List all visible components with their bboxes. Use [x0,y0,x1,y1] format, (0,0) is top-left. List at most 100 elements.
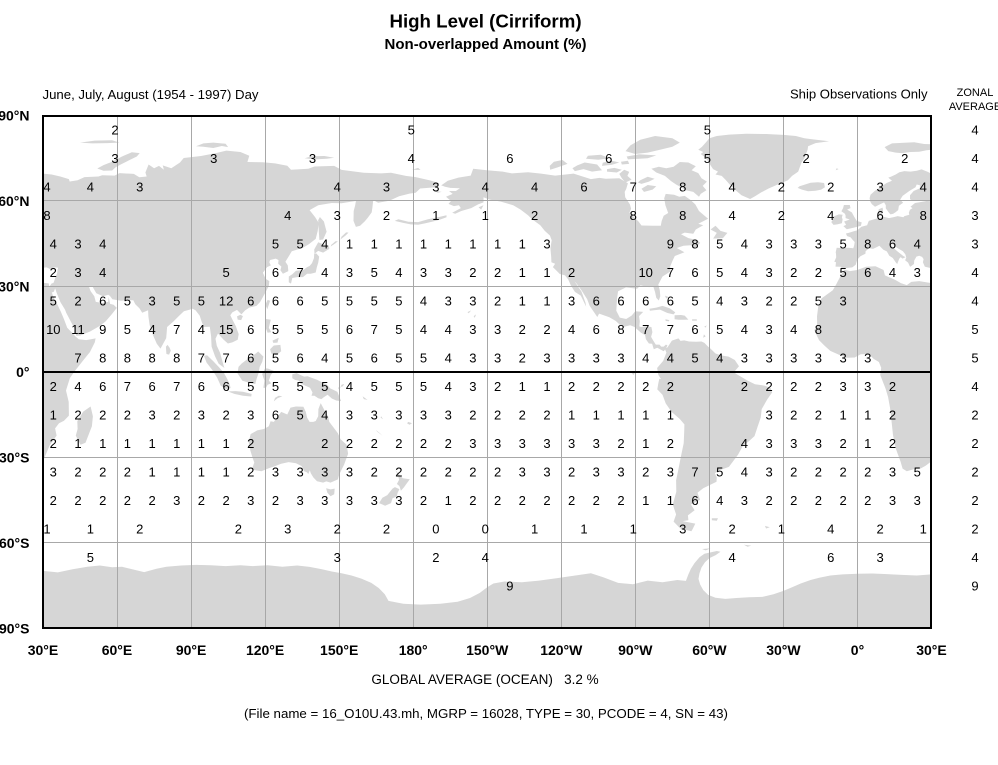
svg-text:30°W: 30°W [766,642,801,658]
svg-text:6: 6 [691,322,698,337]
svg-text:2: 2 [617,493,624,508]
svg-text:2: 2 [839,464,846,479]
svg-text:5: 5 [839,265,846,280]
svg-text:3: 3 [593,350,600,365]
svg-text:1: 1 [642,436,649,451]
svg-text:4: 4 [716,293,723,308]
svg-text:9: 9 [99,322,106,337]
svg-text:AVERAGE: AVERAGE [949,101,998,113]
svg-text:4: 4 [728,208,735,223]
svg-text:1: 1 [543,379,550,394]
svg-text:2: 2 [568,379,575,394]
svg-text:3: 3 [617,350,624,365]
svg-text:2: 2 [420,464,427,479]
svg-text:1: 1 [173,464,180,479]
svg-text:3: 3 [198,407,205,422]
svg-text:4: 4 [99,236,106,251]
svg-text:1: 1 [839,407,846,422]
svg-text:2: 2 [74,464,81,479]
svg-text:30°E: 30°E [916,642,947,658]
svg-text:2: 2 [50,379,57,394]
svg-text:1: 1 [667,407,674,422]
svg-text:9: 9 [971,578,978,593]
svg-text:2: 2 [827,179,834,194]
svg-text:1: 1 [346,236,353,251]
svg-text:7: 7 [173,322,180,337]
svg-text:5: 5 [716,236,723,251]
svg-text:7: 7 [667,322,674,337]
svg-text:3: 3 [284,521,291,536]
svg-text:5: 5 [124,293,131,308]
svg-text:3: 3 [469,293,476,308]
svg-text:3: 3 [111,151,118,166]
svg-text:4: 4 [716,493,723,508]
svg-text:3: 3 [815,236,822,251]
svg-text:2: 2 [124,464,131,479]
svg-text:2: 2 [790,407,797,422]
svg-text:5: 5 [371,379,378,394]
svg-text:5: 5 [124,322,131,337]
svg-text:1: 1 [531,521,538,536]
svg-text:4: 4 [741,436,748,451]
svg-text:0°: 0° [16,364,29,380]
svg-text:8: 8 [679,208,686,223]
svg-text:1: 1 [445,493,452,508]
svg-text:2: 2 [971,521,978,536]
svg-text:4: 4 [889,265,896,280]
svg-text:4: 4 [482,179,489,194]
svg-text:2: 2 [494,464,501,479]
svg-text:2: 2 [99,407,106,422]
svg-text:2: 2 [494,379,501,394]
svg-text:2: 2 [198,493,205,508]
svg-text:5: 5 [971,322,978,337]
svg-text:2: 2 [667,436,674,451]
svg-text:3: 3 [765,436,772,451]
svg-text:6: 6 [99,379,106,394]
svg-text:2: 2 [148,493,155,508]
svg-text:3: 3 [445,407,452,422]
svg-text:4: 4 [728,179,735,194]
svg-text:2: 2 [247,436,254,451]
svg-text:6: 6 [99,293,106,308]
svg-text:5: 5 [395,322,402,337]
svg-text:4: 4 [321,407,328,422]
svg-text:6: 6 [642,293,649,308]
svg-text:2: 2 [971,407,978,422]
svg-text:9: 9 [667,236,674,251]
svg-text:0: 0 [482,521,489,536]
svg-text:1: 1 [124,436,131,451]
svg-text:5: 5 [395,293,402,308]
svg-text:2: 2 [531,208,538,223]
svg-text:11: 11 [71,322,85,337]
svg-text:1: 1 [642,493,649,508]
svg-text:5: 5 [346,293,353,308]
svg-text:1: 1 [420,236,427,251]
svg-text:3: 3 [543,464,550,479]
svg-text:8: 8 [630,208,637,223]
svg-text:3: 3 [568,436,575,451]
svg-text:8: 8 [920,208,927,223]
svg-text:3: 3 [741,493,748,508]
svg-text:1: 1 [864,436,871,451]
svg-text:5: 5 [173,293,180,308]
svg-text:6: 6 [506,151,513,166]
svg-text:90°N: 90°N [0,108,30,124]
svg-text:10: 10 [46,322,60,337]
svg-text:3: 3 [790,350,797,365]
svg-text:2: 2 [971,493,978,508]
svg-text:5: 5 [371,265,378,280]
svg-text:4: 4 [716,350,723,365]
svg-text:1: 1 [482,208,489,223]
svg-text:Non-overlapped Amount (%): Non-overlapped Amount (%) [385,36,587,53]
svg-text:3: 3 [568,293,575,308]
svg-text:6: 6 [667,293,674,308]
svg-text:2: 2 [494,265,501,280]
svg-text:5: 5 [296,236,303,251]
svg-text:7: 7 [296,265,303,280]
svg-text:5: 5 [971,350,978,365]
svg-text:5: 5 [716,464,723,479]
svg-text:1: 1 [43,521,50,536]
svg-text:4: 4 [99,265,106,280]
svg-text:4: 4 [827,521,834,536]
svg-text:7: 7 [667,265,674,280]
